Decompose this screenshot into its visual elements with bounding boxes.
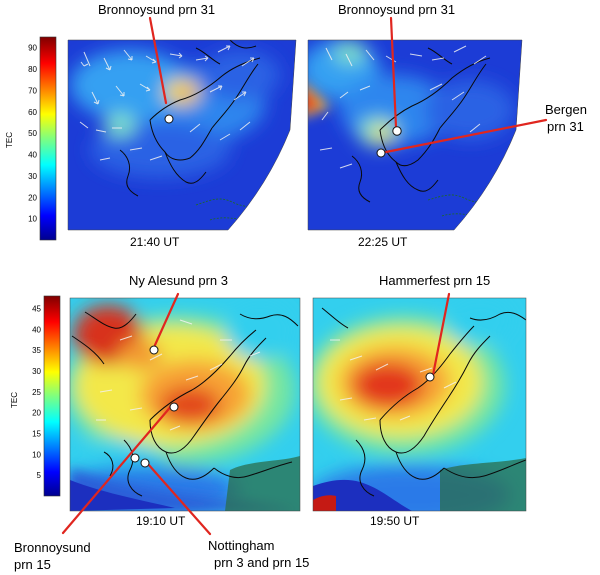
station-label-bronnoysund-2225: Bronnoysund prn 31 xyxy=(338,2,455,17)
station-labels: Bronnoysund prn 31 Bronnoysund prn 31 Be… xyxy=(14,2,591,572)
pointer-line xyxy=(153,292,180,347)
panel-time-label: 22:25 UT xyxy=(358,235,408,249)
station-marker xyxy=(164,114,174,124)
colorbar-top: TEC 10 20 30 40 50 60 70 80 90 xyxy=(5,36,57,241)
colorbar-tick-label: 30 xyxy=(32,367,41,376)
colorbar-tick-label: 70 xyxy=(28,86,37,95)
station-label-bronnoysund-1910: Bronnoysund prn 15 xyxy=(14,540,94,572)
colorbar-tick-label: 15 xyxy=(32,430,41,439)
colorbar-tick-label: 35 xyxy=(32,346,41,355)
colorbar-top-gradient xyxy=(39,36,57,241)
colorbar-tick-label: 20 xyxy=(28,193,37,202)
colorbar-tick-label: 5 xyxy=(37,471,42,480)
colorbar-tick-label: 45 xyxy=(32,305,41,314)
station-label-bergen: Bergen prn 31 xyxy=(545,102,591,134)
station-marker xyxy=(169,402,179,412)
colorbar-bottom-gradient xyxy=(43,295,61,497)
colorbar-tick-label: 25 xyxy=(32,388,41,397)
station-label-nottingham-line2: prn 3 and prn 15 xyxy=(214,555,309,570)
station-label-ny-alesund: Ny Alesund prn 3 xyxy=(129,273,228,288)
colorbar-tick-label: 20 xyxy=(32,409,41,418)
colorbar-tick-label: 10 xyxy=(28,215,37,224)
pointer-line xyxy=(146,462,212,536)
colorbar-bottom: TEC 5 10 15 20 25 30 35 40 45 xyxy=(10,295,61,497)
station-marker xyxy=(149,345,159,355)
colorbar-top-axis-label: TEC xyxy=(5,132,14,148)
colorbar-tick-label: 60 xyxy=(28,108,37,117)
colorbar-tick-label: 10 xyxy=(32,450,41,459)
colorbar-bottom-ticks: 5 10 15 20 25 30 35 40 45 xyxy=(32,305,41,481)
map-panel-2225: 22:25 UT xyxy=(307,39,523,249)
panel-time-label: 19:10 UT xyxy=(136,514,186,528)
station-markers xyxy=(130,114,435,468)
map-panel-1950: 19:50 UT xyxy=(312,297,527,528)
colorbar-tick-label: 80 xyxy=(28,65,37,74)
colorbar-tick-label: 40 xyxy=(28,151,37,160)
colorbar-top-ticks: 10 20 30 40 50 60 70 80 90 xyxy=(28,44,37,224)
pointer-line xyxy=(431,292,451,377)
station-label-bronnoysund-1910-line1: Bronnoysund xyxy=(14,540,91,555)
colorbar-tick-label: 30 xyxy=(28,172,37,181)
panel-time-label: 19:50 UT xyxy=(370,514,420,528)
colorbar-tick-label: 40 xyxy=(32,325,41,334)
station-marker xyxy=(425,372,435,382)
colorbar-bottom-axis-label: TEC xyxy=(10,392,19,408)
station-label-bergen-line2: prn 31 xyxy=(547,119,584,134)
station-label-nottingham-line1: Nottingham xyxy=(208,538,274,553)
colorbar-tick-label: 50 xyxy=(28,129,37,138)
pointer-line xyxy=(389,16,398,129)
station-label-bronnoysund-2140: Bronnoysund prn 31 xyxy=(98,2,215,17)
station-marker xyxy=(376,148,386,158)
station-label-bronnoysund-1910-line2: prn 15 xyxy=(14,557,51,572)
pointer-line xyxy=(61,402,175,535)
pointer-line xyxy=(148,16,168,105)
station-marker xyxy=(140,458,150,468)
station-label-bergen-line1: Bergen xyxy=(545,102,587,117)
colorbar-tick-label: 90 xyxy=(28,44,37,53)
station-marker xyxy=(130,453,140,463)
station-marker xyxy=(392,126,402,136)
station-label-hammerfest: Hammerfest prn 15 xyxy=(379,273,490,288)
station-label-nottingham: Nottingham prn 3 and prn 15 xyxy=(208,538,309,570)
map-panel-2140: 21:40 UT xyxy=(67,39,297,249)
pointer-line xyxy=(384,118,548,154)
annotation-lines xyxy=(61,16,548,536)
map-panel-1910: 19:10 UT xyxy=(69,297,301,528)
panel-time-label: 21:40 UT xyxy=(130,235,180,249)
